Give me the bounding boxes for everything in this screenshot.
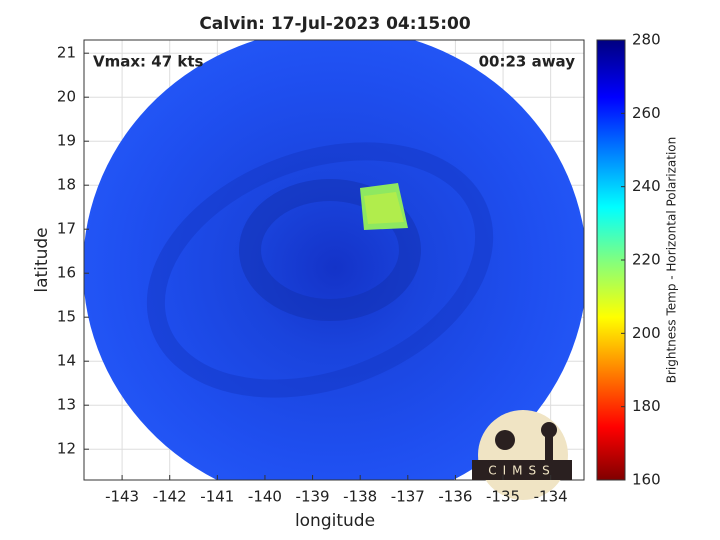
colorbar-tick-label: 260 bbox=[632, 104, 661, 122]
annotation: Vmax: 47 kts bbox=[93, 53, 203, 71]
colorbar-tick-label: 160 bbox=[632, 471, 661, 489]
y-axis-label: latitude bbox=[32, 227, 52, 292]
logo-icon bbox=[545, 432, 553, 462]
scan-disk bbox=[84, 40, 584, 480]
colorbar-tick-label: 200 bbox=[632, 324, 661, 342]
satellite-image bbox=[84, 40, 584, 480]
y-tick-label: 15 bbox=[57, 308, 76, 326]
chart-title: Calvin: 17-Jul-2023 04:15:00 bbox=[199, 14, 470, 34]
logo-icon bbox=[541, 422, 557, 438]
plot-frame bbox=[83, 39, 585, 481]
annotation: 00:23 away bbox=[479, 53, 576, 71]
y-tick-label: 18 bbox=[57, 176, 76, 194]
x-tick-label: -141 bbox=[200, 488, 234, 506]
spiral-band bbox=[239, 179, 421, 321]
x-tick-label: -143 bbox=[105, 488, 139, 506]
logo-circle bbox=[478, 410, 568, 500]
x-tick-label: -140 bbox=[248, 488, 282, 506]
spiral-band bbox=[146, 142, 494, 398]
colorbar-label: Brightness Temp - Horizontal Polarizatio… bbox=[665, 137, 679, 384]
x-tick-label: -137 bbox=[391, 488, 425, 506]
colorbar bbox=[596, 39, 626, 481]
logo-text: CIMSS bbox=[488, 464, 556, 478]
y-tick-label: 17 bbox=[57, 220, 76, 238]
logo-bar bbox=[472, 460, 572, 480]
x-axis-label: longitude bbox=[295, 511, 375, 531]
x-tick-label: -136 bbox=[438, 488, 472, 506]
bright-patch bbox=[364, 192, 404, 224]
colorbar-tick-label: 180 bbox=[632, 397, 661, 415]
y-tick-label: 14 bbox=[57, 352, 76, 370]
y-tick-label: 12 bbox=[57, 440, 76, 458]
x-tick-label: -142 bbox=[153, 488, 187, 506]
x-tick-label: -138 bbox=[343, 488, 377, 506]
colorbar-tick-label: 240 bbox=[632, 177, 661, 195]
y-tick-label: 16 bbox=[57, 264, 76, 282]
logo: CIMSS bbox=[472, 410, 572, 500]
colorbar-tick-label: 280 bbox=[632, 31, 661, 49]
x-tick-label: -139 bbox=[296, 488, 330, 506]
y-tick-label: 13 bbox=[57, 396, 76, 414]
y-tick-label: 20 bbox=[57, 88, 76, 106]
x-tick-label: -135 bbox=[486, 488, 520, 506]
colorbar-tick-label: 220 bbox=[632, 251, 661, 269]
logo-icon bbox=[495, 430, 515, 450]
y-tick-label: 21 bbox=[57, 44, 76, 62]
y-tick-label: 19 bbox=[57, 132, 76, 150]
x-tick-label: -134 bbox=[534, 488, 568, 506]
